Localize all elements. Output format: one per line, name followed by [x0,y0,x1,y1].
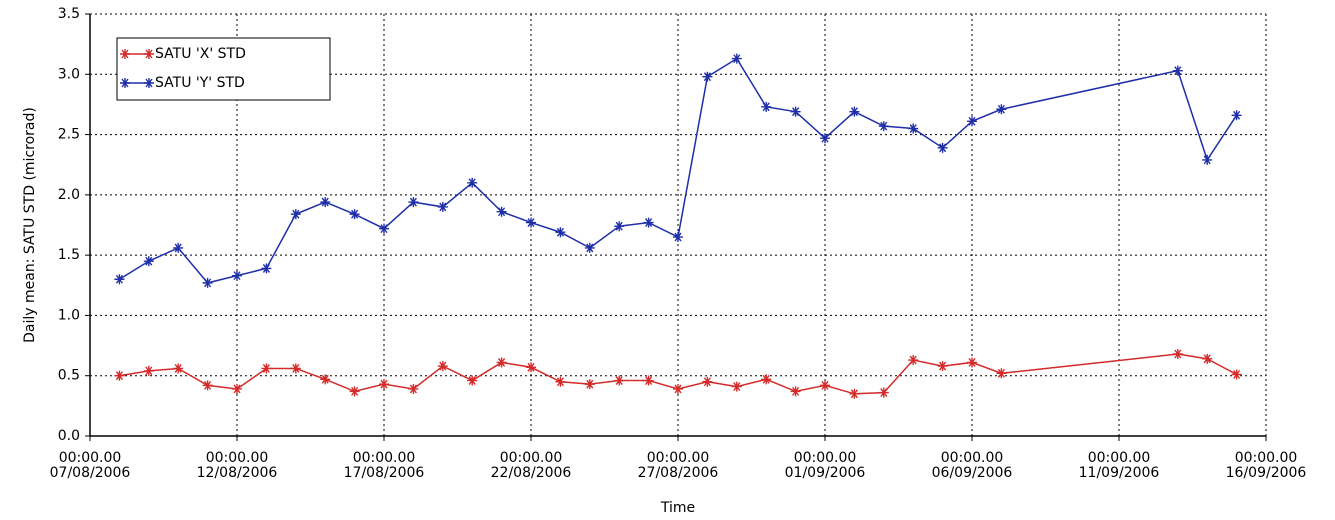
marker [849,106,860,117]
marker [555,376,566,387]
marker [349,386,360,397]
marker [584,379,595,390]
y-tick-label: 1.5 [58,247,80,263]
marker [173,242,184,253]
marker [232,270,242,281]
marker [996,104,1007,115]
marker [526,217,536,228]
x-tick-label: 00:00.00 06/09/2006 [931,450,1013,481]
marker [379,223,389,234]
legend-label: SATU 'Y' STD [155,75,245,91]
y-tick-label: 2.5 [58,127,80,143]
marker [790,386,801,397]
marker [555,227,566,238]
marker [349,209,360,220]
marker [702,71,713,82]
marker [202,380,213,391]
marker [820,380,830,391]
marker [496,357,507,368]
marker [643,217,654,228]
marker [1231,369,1242,380]
marker [467,177,478,188]
marker [908,355,919,366]
y-tick-label: 0.0 [58,428,80,444]
marker [114,370,125,381]
x-tick-label: 00:00.00 27/08/2006 [637,450,719,481]
marker [849,388,860,399]
x-tick-label: 00:00.00 11/09/2006 [1078,450,1160,481]
legend-box [116,37,331,101]
marker [408,383,419,394]
marker [173,363,184,374]
marker [526,362,536,373]
marker [1231,110,1242,121]
marker [232,383,242,394]
marker [967,116,977,127]
marker [1172,65,1183,76]
marker [261,263,272,274]
legend-marker [120,78,154,88]
y-tick-label: 0.5 [58,368,80,384]
series-line [119,353,1237,395]
marker [1172,349,1183,360]
marker [878,387,889,398]
series-line [119,57,1238,284]
marker [290,209,301,220]
marker [702,376,713,387]
x-axis-label: Time [660,500,695,516]
marker [731,381,742,392]
marker [761,101,772,112]
marker [761,374,772,385]
marker [320,374,331,385]
marker [114,274,125,285]
marker [320,197,331,208]
marker [878,121,889,132]
marker [937,361,948,372]
marker [496,206,507,217]
marker [731,53,742,64]
marker [1202,154,1213,165]
y-tick-label: 2.0 [58,187,80,203]
x-tick-label: 00:00.00 12/08/2006 [196,450,278,481]
marker [290,363,301,374]
marker [614,221,625,232]
marker [790,106,801,117]
marker [408,197,419,208]
x-tick-label: 00:00.00 16/09/2006 [1225,450,1307,481]
marker [379,379,389,390]
y-axis-label: Daily mean: SATU STD (microrad) [22,107,38,343]
marker [1202,353,1213,364]
marker [673,232,683,243]
marker [584,242,595,253]
y-tick-label: 1.0 [58,307,80,323]
y-tick-label: 3.0 [58,66,80,82]
x-tick-label: 00:00.00 01/09/2006 [784,450,866,481]
marker [143,365,154,376]
marker [437,201,448,212]
y-tick-label: 3.5 [58,6,80,22]
marker [820,133,830,144]
marker [437,361,448,372]
marker [908,123,919,134]
marker [614,375,625,386]
marker [937,142,948,153]
marker [261,363,272,374]
marker [467,375,478,386]
legend-label: SATU 'X' STD [155,46,246,62]
x-tick-label: 00:00.00 17/08/2006 [343,450,425,481]
legend-marker [120,49,154,59]
x-tick-label: 00:00.00 07/08/2006 [49,450,131,481]
marker [996,368,1007,379]
x-tick-label: 00:00.00 22/08/2006 [490,450,572,481]
marker [643,375,654,386]
marker [143,256,154,267]
marker [967,357,977,368]
marker [202,277,213,288]
marker [673,383,683,394]
